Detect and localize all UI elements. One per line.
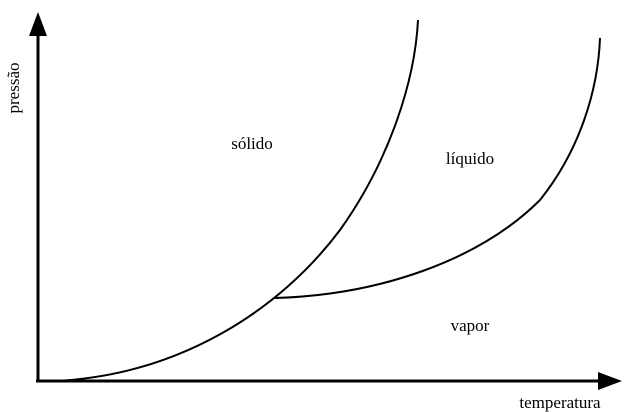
y-axis-label: pressão [4, 63, 23, 114]
solid-label: sólido [231, 134, 273, 153]
liquid-vapor-curve [274, 37, 601, 299]
x-axis-label: temperatura [519, 393, 601, 412]
x-arrow [598, 372, 622, 390]
y-arrow [29, 12, 47, 36]
vapor-label: vapor [451, 316, 490, 335]
solid-boundary-curve [54, 19, 419, 382]
liquid-label: líquido [446, 149, 494, 168]
